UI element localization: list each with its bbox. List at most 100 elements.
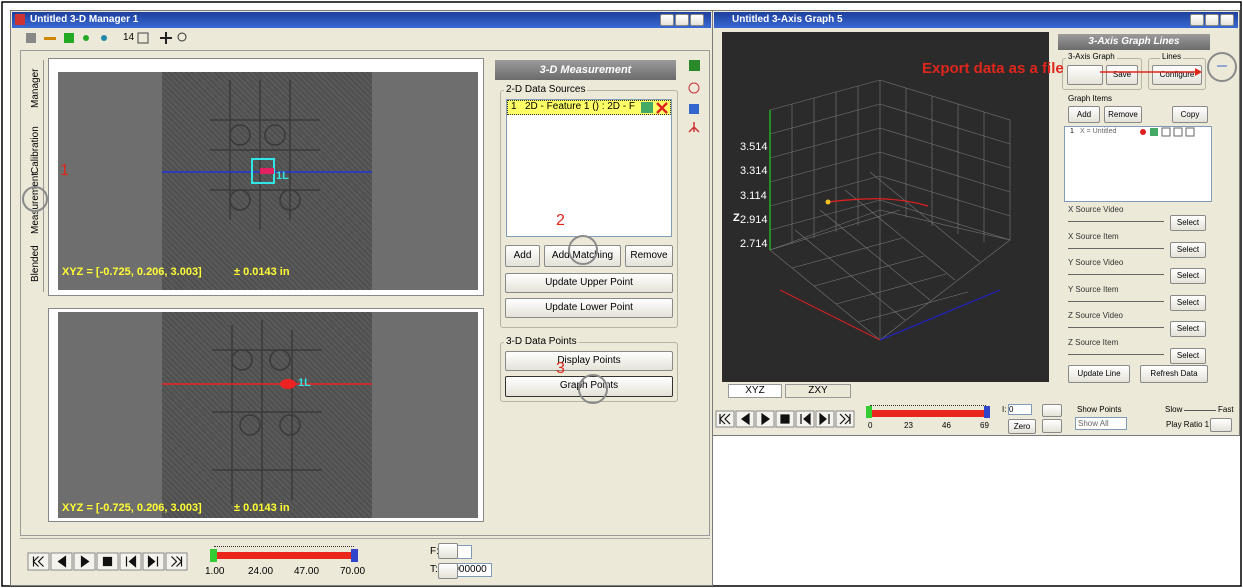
button-icon[interactable] <box>780 414 790 424</box>
transport-button[interactable] <box>835 410 855 428</box>
transport-button[interactable] <box>735 410 755 428</box>
source-label: Z Source Video <box>1068 311 1123 320</box>
item-icon[interactable] <box>1161 127 1171 137</box>
end-button[interactable] <box>1042 404 1062 417</box>
transport-button[interactable] <box>775 410 795 428</box>
button[interactable]: Add <box>505 245 540 267</box>
item-icon[interactable] <box>641 102 653 113</box>
button-icon[interactable] <box>147 555 159 568</box>
ratio-spinner[interactable] <box>1210 418 1232 432</box>
loop-button[interactable] <box>438 563 458 579</box>
transport-button[interactable] <box>795 410 815 428</box>
button[interactable]: Zero <box>1008 419 1036 434</box>
button-icon[interactable] <box>32 556 44 567</box>
loop-button[interactable] <box>1042 419 1062 433</box>
button[interactable]: Add <box>1068 106 1100 123</box>
button-icon[interactable] <box>819 412 830 426</box>
minimize-button[interactable] <box>660 14 674 26</box>
view-tab[interactable]: ZXY <box>785 384 851 398</box>
list-box <box>1064 126 1212 202</box>
button-icon[interactable] <box>761 412 771 426</box>
z-axis-label: Z <box>733 212 740 224</box>
transport-button[interactable] <box>119 552 142 571</box>
button-icon[interactable] <box>102 556 113 567</box>
transport-button[interactable] <box>96 552 119 571</box>
close-button[interactable] <box>1220 14 1234 26</box>
side-icon[interactable] <box>688 122 700 133</box>
list-box <box>506 99 672 237</box>
button-icon[interactable] <box>171 556 183 567</box>
item-color[interactable] <box>1140 129 1146 135</box>
transport-button[interactable] <box>73 552 96 571</box>
side-icon[interactable] <box>689 60 700 71</box>
transport-button[interactable] <box>715 410 735 428</box>
button[interactable]: Select <box>1170 294 1206 311</box>
tool-icon[interactable] <box>101 35 107 41</box>
item-icon[interactable] <box>1185 127 1195 137</box>
button[interactable]: Save <box>1106 65 1138 85</box>
item-index: 1 <box>1070 128 1074 135</box>
transport-button[interactable] <box>815 410 835 428</box>
button[interactable]: Update Lower Point <box>505 298 673 318</box>
z-tick-label: 2.714 <box>740 238 768 250</box>
transport-button[interactable] <box>165 552 188 571</box>
item-icon[interactable] <box>1150 128 1158 136</box>
button[interactable] <box>1067 65 1103 85</box>
button-icon[interactable] <box>80 555 90 568</box>
maximize-button[interactable] <box>675 14 689 26</box>
source-label: X Source Video <box>1068 205 1124 214</box>
button[interactable]: Select <box>1170 268 1206 284</box>
button[interactable]: Update Line <box>1068 365 1130 383</box>
tool-icon[interactable] <box>137 32 149 44</box>
toolbar-text: 14 <box>123 32 135 43</box>
button[interactable]: Remove <box>1104 106 1142 123</box>
transport-button[interactable] <box>142 552 165 571</box>
transport-button[interactable] <box>27 552 50 571</box>
button[interactable]: Select <box>1170 241 1206 258</box>
button[interactable]: Remove <box>625 245 673 267</box>
side-icon[interactable] <box>688 82 700 94</box>
button[interactable]: Display Points <box>505 351 673 371</box>
list-item[interactable] <box>507 100 671 115</box>
button[interactable]: Update Upper Point <box>505 273 673 293</box>
range-start[interactable] <box>866 406 872 418</box>
item-label[interactable]: X = Untitled <box>1080 128 1117 135</box>
show-points-select[interactable]: Show All <box>1075 417 1127 430</box>
range-end[interactable] <box>984 406 990 418</box>
transport-button[interactable] <box>50 552 73 571</box>
close-button[interactable] <box>690 14 704 26</box>
button-icon[interactable] <box>719 413 731 425</box>
step-annotation: 2 <box>556 212 565 229</box>
transport-button[interactable] <box>755 410 775 428</box>
tool-icon[interactable] <box>160 32 172 44</box>
button-icon[interactable] <box>800 412 811 426</box>
view-tab[interactable]: XYZ <box>728 384 782 398</box>
button[interactable]: Select <box>1170 321 1206 337</box>
panel-header: 3-Axis Graph Lines <box>1058 34 1210 50</box>
range-end[interactable] <box>351 549 358 562</box>
range-start[interactable] <box>210 549 217 562</box>
item-icon[interactable] <box>1173 127 1183 137</box>
index-input[interactable]: 0 <box>1008 404 1032 415</box>
button[interactable]: Configure <box>1152 65 1202 85</box>
tool-icon[interactable] <box>177 32 187 42</box>
button-icon[interactable] <box>740 412 750 426</box>
delete-icon[interactable] <box>656 102 668 114</box>
tool-icon[interactable] <box>26 33 36 43</box>
button[interactable]: Refresh Data <box>1140 365 1208 383</box>
button[interactable]: Copy <box>1172 106 1208 123</box>
button-icon[interactable] <box>125 555 137 568</box>
tool-icon[interactable] <box>83 35 89 41</box>
button-icon[interactable] <box>839 413 851 425</box>
button[interactable]: Select <box>1170 215 1206 231</box>
speed-slider[interactable] <box>1184 410 1216 411</box>
maximize-button[interactable] <box>1205 14 1219 26</box>
side-icon[interactable] <box>689 104 699 114</box>
z-tick-label: 3.314 <box>740 165 768 177</box>
end-button[interactable] <box>438 543 458 559</box>
button-icon[interactable] <box>57 555 67 568</box>
tool-icon[interactable] <box>64 33 74 43</box>
button[interactable]: Select <box>1170 347 1206 364</box>
tool-icon[interactable] <box>44 37 56 40</box>
minimize-button[interactable] <box>1190 14 1204 26</box>
